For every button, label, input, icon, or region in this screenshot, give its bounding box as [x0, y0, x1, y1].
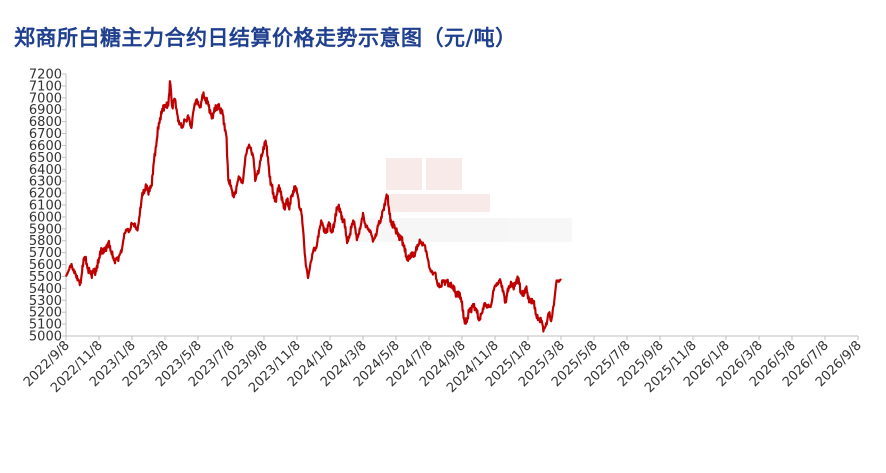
series-line	[64, 80, 562, 333]
y-tick-label: 6800	[29, 115, 62, 130]
y-axis: 5000510052005300540055005600570058005900…	[29, 68, 67, 345]
y-tick-label: 5300	[29, 294, 62, 309]
y-tick-label: 7000	[29, 91, 62, 106]
y-tick-label: 7200	[29, 68, 62, 83]
y-tick-label: 6700	[29, 127, 62, 142]
watermark	[352, 158, 572, 242]
y-tick-label: 6200	[29, 187, 62, 202]
y-tick-label: 5900	[29, 222, 62, 237]
x-axis: 2022/9/82022/11/82023/1/82023/3/82023/5/…	[21, 335, 865, 396]
y-tick-label: 5100	[29, 318, 62, 333]
y-tick-label: 6900	[29, 103, 62, 118]
y-tick-label: 5600	[29, 258, 62, 273]
y-tick-label: 7100	[29, 79, 62, 94]
y-tick-label: 6300	[29, 175, 62, 190]
y-tick-label: 6600	[29, 139, 62, 154]
y-tick-label: 5800	[29, 234, 62, 249]
y-tick-label: 6000	[29, 210, 62, 225]
chart-title: 郑商所白糖主力合约日结算价格走势示意图（元/吨）	[14, 26, 517, 50]
series-layer	[64, 80, 562, 333]
y-tick-label: 6100	[29, 199, 62, 214]
y-tick-label: 5700	[29, 246, 62, 261]
y-tick-label: 6400	[29, 163, 62, 178]
y-tick-label: 6500	[29, 151, 62, 166]
y-tick-label: 5400	[29, 282, 62, 297]
y-tick-label: 5200	[29, 306, 62, 321]
y-tick-label: 5500	[29, 270, 62, 285]
y-tick-label: 5000	[29, 330, 62, 345]
